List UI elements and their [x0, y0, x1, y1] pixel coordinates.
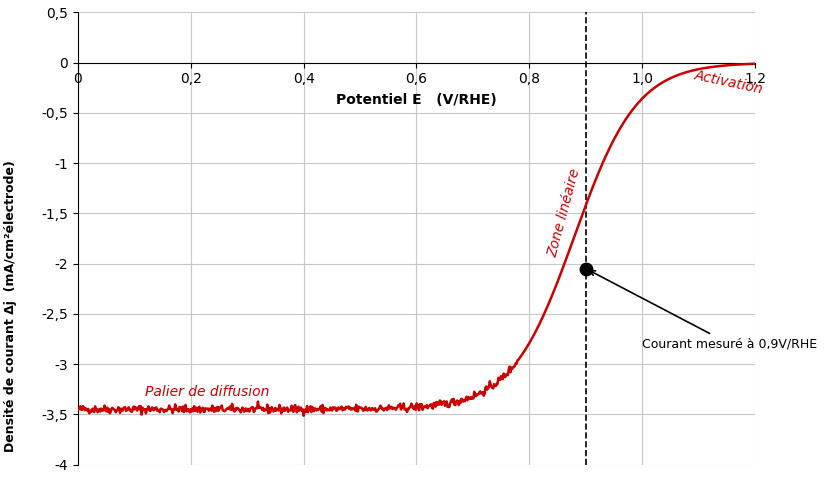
Text: Palier de diffusion: Palier de diffusion [145, 385, 270, 399]
Text: Activation: Activation [693, 69, 764, 97]
X-axis label: Potentiel E   (V/RHE): Potentiel E (V/RHE) [336, 93, 497, 108]
Text: Courant mesuré à 0,9V/RHE: Courant mesuré à 0,9V/RHE [590, 271, 818, 350]
Text: Zone linéaire: Zone linéaire [546, 168, 583, 259]
Y-axis label: Densité de courant Δj  (mA/cm²électrode): Densité de courant Δj (mA/cm²électrode) [4, 160, 17, 452]
